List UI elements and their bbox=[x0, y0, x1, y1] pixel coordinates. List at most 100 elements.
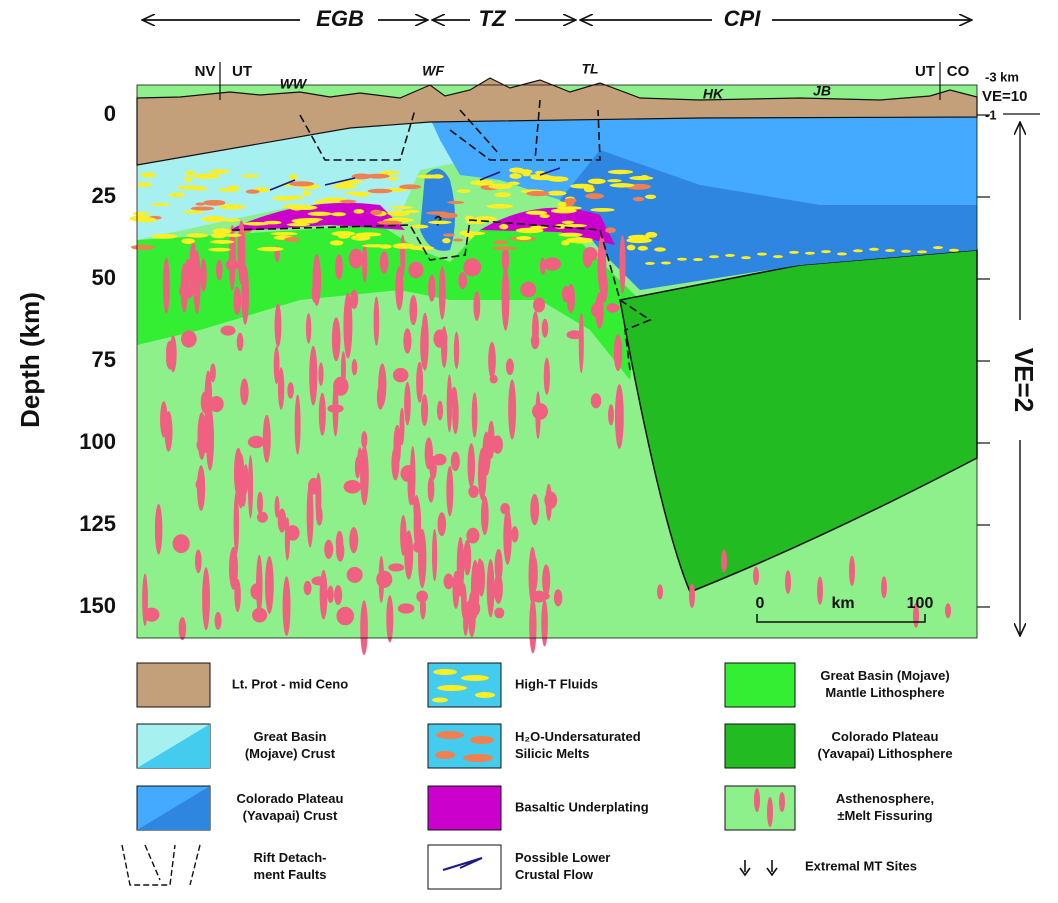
melt bbox=[420, 595, 426, 619]
fluid bbox=[439, 213, 457, 219]
fluid bbox=[453, 238, 463, 241]
tick-label: 25 bbox=[92, 183, 116, 208]
melt bbox=[318, 362, 323, 386]
fluid bbox=[869, 248, 879, 251]
melt bbox=[229, 547, 238, 590]
melt bbox=[945, 603, 951, 618]
fluid bbox=[677, 258, 687, 261]
fluid bbox=[362, 244, 386, 247]
melt bbox=[487, 559, 495, 617]
ve-label: -3 km bbox=[985, 69, 1019, 84]
fluid bbox=[137, 182, 152, 187]
legend-label: Colorado Plateau bbox=[237, 791, 344, 806]
fluid bbox=[370, 210, 382, 215]
site-label: JB bbox=[813, 83, 831, 99]
legend-label: Mantle Lithosphere bbox=[825, 685, 944, 700]
site-label: UT bbox=[232, 63, 252, 80]
fluid bbox=[610, 183, 635, 188]
fluid bbox=[949, 249, 959, 252]
melt bbox=[591, 393, 602, 408]
melt bbox=[753, 567, 759, 585]
melt bbox=[374, 297, 380, 346]
melt bbox=[248, 455, 253, 518]
region-label: CPI bbox=[724, 6, 762, 31]
fluid bbox=[368, 189, 393, 194]
melt bbox=[849, 556, 855, 586]
legend-label: Asthenosphere, bbox=[836, 791, 934, 806]
melt bbox=[472, 392, 478, 437]
fluid bbox=[388, 177, 399, 180]
melt bbox=[275, 303, 282, 347]
legend-label: Extremal MT Sites bbox=[805, 858, 917, 873]
melt bbox=[817, 577, 823, 605]
fluid bbox=[443, 233, 455, 236]
scale-label: km bbox=[831, 595, 854, 612]
melt bbox=[316, 506, 323, 526]
melt bbox=[283, 576, 291, 636]
melt bbox=[404, 382, 411, 426]
fluid bbox=[608, 170, 633, 174]
legend-label: Possible Lower bbox=[515, 850, 610, 865]
fluid bbox=[354, 209, 365, 213]
fluid bbox=[131, 245, 155, 250]
melt bbox=[503, 508, 511, 565]
fluid bbox=[462, 232, 486, 236]
fluid bbox=[223, 218, 240, 222]
melt bbox=[333, 377, 348, 396]
fluid bbox=[546, 191, 566, 196]
fluid bbox=[509, 173, 521, 179]
melt bbox=[221, 326, 236, 336]
fluid bbox=[901, 250, 911, 253]
melt bbox=[591, 303, 602, 317]
melt bbox=[386, 595, 393, 642]
site-label: CO bbox=[947, 63, 970, 80]
melt bbox=[163, 257, 170, 313]
melt bbox=[432, 529, 437, 581]
melt bbox=[473, 291, 480, 321]
melt bbox=[252, 608, 267, 623]
fluid bbox=[218, 188, 239, 191]
melt bbox=[541, 599, 548, 646]
fluid bbox=[493, 240, 507, 244]
melt bbox=[447, 374, 452, 432]
melt bbox=[506, 358, 514, 375]
melt bbox=[388, 563, 404, 571]
melt bbox=[233, 287, 241, 315]
melt bbox=[535, 391, 540, 439]
scale-label: 100 bbox=[907, 595, 934, 612]
ve-label: VE=2 bbox=[1009, 348, 1039, 412]
melt bbox=[544, 358, 550, 395]
melt bbox=[196, 479, 205, 490]
melt bbox=[438, 512, 447, 536]
melt bbox=[404, 530, 413, 579]
melt bbox=[615, 384, 624, 449]
melt bbox=[237, 333, 244, 351]
melt bbox=[495, 549, 503, 583]
melt bbox=[257, 492, 263, 515]
legend-label: (Mojave) Crust bbox=[245, 746, 336, 761]
melt bbox=[579, 312, 584, 373]
fluid bbox=[805, 252, 815, 255]
fluid bbox=[470, 180, 493, 185]
melt bbox=[500, 503, 510, 514]
fluid bbox=[140, 172, 156, 177]
fluid bbox=[570, 184, 593, 189]
melt bbox=[274, 346, 280, 384]
melt bbox=[327, 404, 343, 413]
fluid bbox=[933, 246, 943, 249]
melt bbox=[457, 537, 464, 597]
fluid bbox=[410, 225, 428, 229]
fluid bbox=[330, 240, 343, 245]
fluid bbox=[561, 240, 569, 245]
fluid bbox=[287, 223, 310, 226]
fluid bbox=[757, 253, 767, 256]
melt bbox=[361, 431, 367, 449]
fluid bbox=[351, 235, 371, 241]
melt bbox=[285, 517, 290, 561]
melt bbox=[181, 263, 188, 313]
melt bbox=[215, 612, 222, 630]
melt bbox=[324, 540, 333, 559]
melt bbox=[360, 600, 368, 655]
site-label: NV bbox=[195, 63, 216, 80]
fluid bbox=[151, 234, 178, 239]
